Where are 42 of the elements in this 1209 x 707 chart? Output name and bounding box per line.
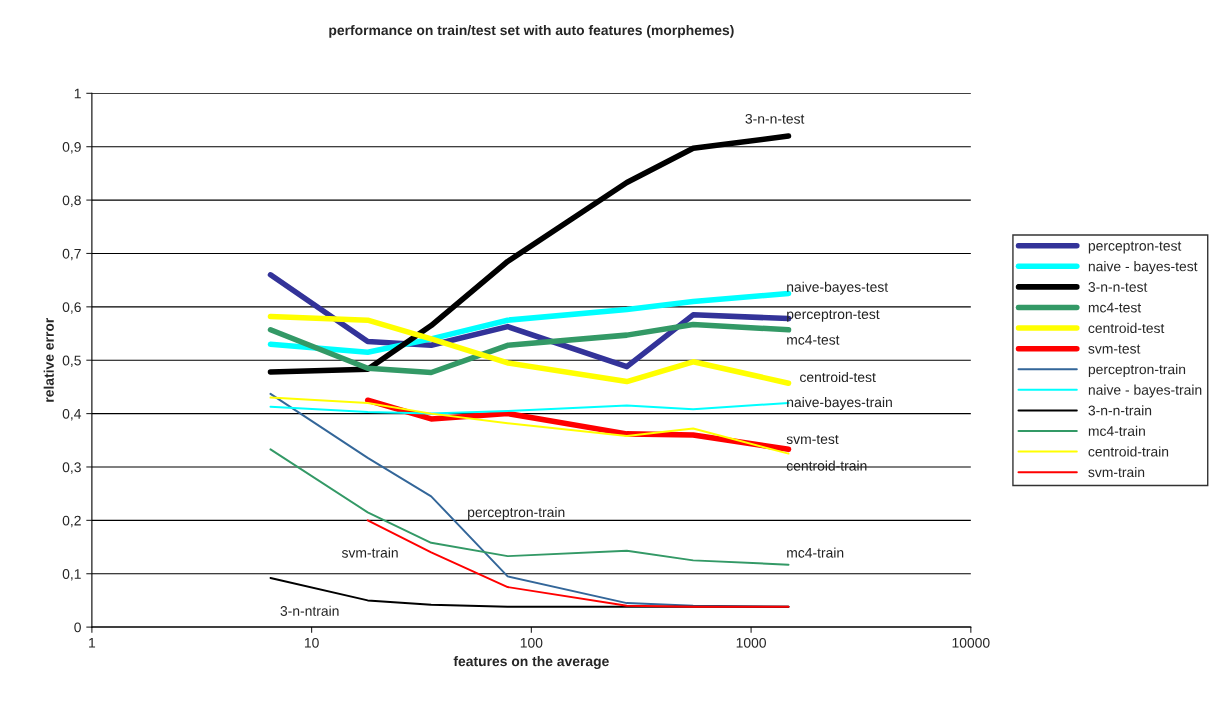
annotation: naive-bayes-train [787, 396, 892, 410]
annotation: mc4-train [787, 547, 844, 558]
y-tick-label: 0,3 [62, 462, 81, 474]
y-tick-label: 0,5 [62, 355, 81, 368]
y-tick-label: 0,9 [62, 142, 81, 154]
x-tick-label: 1000 [736, 637, 766, 648]
annotation: svm-test [786, 434, 839, 445]
annotation: naive-bayes-test [787, 281, 889, 295]
annotation: 3-n-n-test [745, 113, 805, 124]
annotation: centroid-test [800, 371, 876, 383]
legend-label: perceptron-train [1088, 364, 1186, 377]
annotation: svm-train [341, 547, 398, 558]
annotation: perceptron-train [468, 506, 565, 520]
legend-label: mc4-test [1088, 302, 1142, 313]
y-tick-label: 0,6 [62, 302, 81, 314]
legend-label: 3-n-n-train [1088, 405, 1152, 416]
legend-label: 3-n-n-test [1088, 282, 1148, 292]
legend-label: centroid-test [1088, 322, 1165, 334]
legend-label: mc4-train [1088, 425, 1145, 436]
x-tick-label: 10 [304, 637, 319, 648]
legend-label: svm-train [1088, 466, 1145, 478]
y-tick-label: 0,4 [62, 408, 82, 421]
x-tick-label: 1 [89, 638, 96, 648]
y-tick-label: 0,8 [62, 195, 81, 207]
y-tick-label: 0,1 [62, 569, 81, 581]
chart-title: performance on train/test set with auto features (morphemes) [329, 24, 734, 38]
legend-label: naive - bayes-test [1088, 261, 1198, 275]
legend-label: naive - bayes-train [1088, 384, 1202, 398]
annotation: 3-n-ntrain [280, 605, 339, 616]
x-tick-label: 10000 [952, 637, 990, 648]
y-axis-title: relative error [43, 317, 54, 402]
x-axis-title: features on the average [453, 656, 609, 670]
y-tick-label: 0,7 [62, 248, 81, 261]
x-tick-label: 100 [520, 637, 543, 648]
legend-label: centroid-train [1088, 446, 1169, 457]
legend-label: perceptron-test [1088, 241, 1182, 254]
y-tick-label: 1 [74, 88, 81, 99]
y-tick-label: 0 [74, 622, 81, 633]
y-tick-label: 0,2 [62, 515, 81, 528]
annotation: perceptron-test [787, 309, 880, 322]
legend-label: svm-test [1088, 344, 1141, 354]
annotation: mc4-test [787, 335, 840, 345]
